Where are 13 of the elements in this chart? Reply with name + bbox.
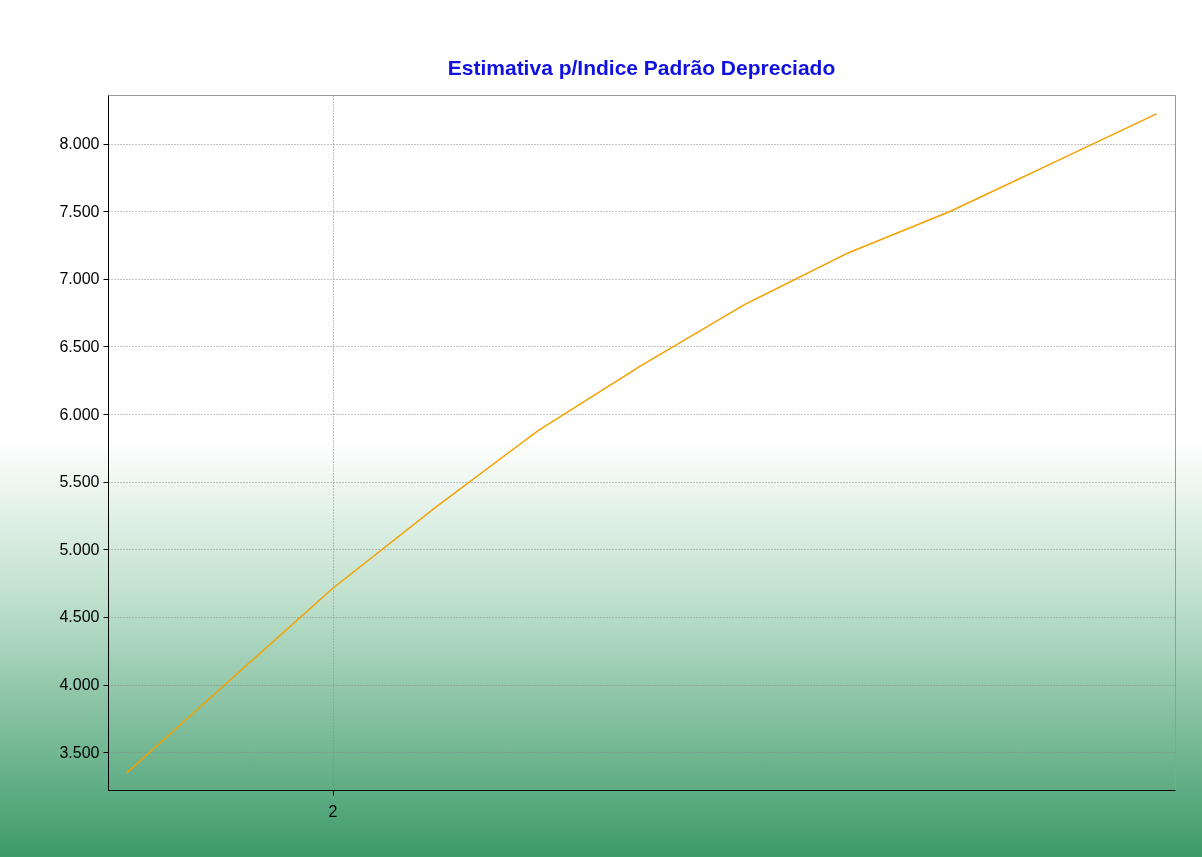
y-tick-label: 4.000 <box>59 676 100 694</box>
y-tick-label: 7.500 <box>59 202 100 220</box>
y-tick-label: 5.500 <box>59 473 100 491</box>
y-tick-label: 7.000 <box>59 270 100 288</box>
line-series <box>125 113 1158 774</box>
y-tick-label: 3.500 <box>59 743 100 761</box>
y-tick-label: 8.000 <box>59 135 100 153</box>
y-tick-label: 5.000 <box>59 540 100 558</box>
x-tick-label: 2 <box>328 802 338 820</box>
chart-title: Estimativa p/Indice Padrão Depreciado <box>447 56 836 79</box>
y-tick-label: 4.500 <box>59 608 100 626</box>
y-tick-label: 6.000 <box>59 405 100 423</box>
y-tick-label: 6.500 <box>59 338 100 355</box>
